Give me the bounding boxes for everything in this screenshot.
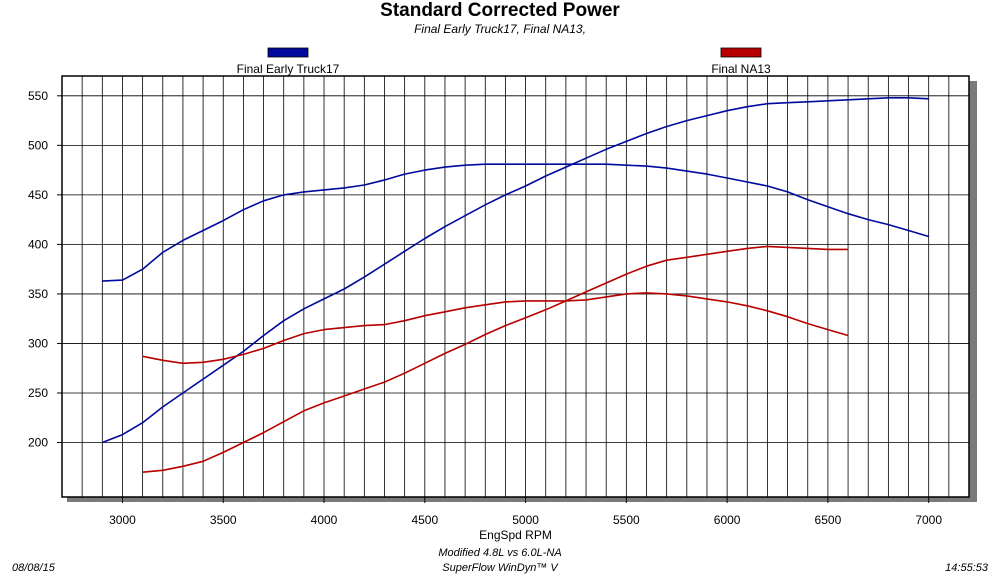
x-tick-label: 5000 xyxy=(512,513,539,527)
y-tick-label: 400 xyxy=(28,237,48,251)
series-line-1-2 xyxy=(102,97,929,444)
y-tick-label: 450 xyxy=(28,188,48,202)
plot-area xyxy=(61,75,970,498)
y-tick-label: 200 xyxy=(28,436,48,450)
x-tick-label: 7000 xyxy=(915,513,942,527)
chart-subtitle: Final Early Truck17, Final NA13, xyxy=(414,22,586,36)
legend-swatch xyxy=(720,47,762,58)
axis-ticks: 200 250 300 350 400 450 500 550 3000 3500 4000 4500… xyxy=(28,89,942,527)
footer-date: 08/08/15 xyxy=(12,562,55,574)
grid xyxy=(62,76,969,497)
x-tick-label: 5500 xyxy=(613,513,640,527)
y-tick-label: 300 xyxy=(28,336,48,350)
x-tick-label: 6500 xyxy=(815,513,842,527)
x-tick-label: 6000 xyxy=(714,513,741,527)
legend-label: Final NA13 xyxy=(711,62,771,76)
footer-description: Modified 4.8L vs 6.0L-NA xyxy=(438,547,562,559)
legend: Final Early Truck17 Final NA13 xyxy=(237,47,771,76)
series-line-1-1 xyxy=(102,163,929,282)
footer-time: 14:55:53 xyxy=(945,562,988,574)
series-line-2-2 xyxy=(142,245,849,473)
x-tick-label: 4500 xyxy=(411,513,438,527)
series-line-2-1 xyxy=(142,292,849,365)
chart-title: Standard Corrected Power xyxy=(380,0,620,21)
legend-swatch xyxy=(267,47,309,58)
y-tick-label: 350 xyxy=(28,287,48,301)
x-axis-label: EngSpd RPM xyxy=(479,528,552,542)
x-tick-label: 3000 xyxy=(109,513,136,527)
y-tick-label: 250 xyxy=(28,386,48,400)
x-tick-label: 4000 xyxy=(311,513,338,527)
legend-label: Final Early Truck17 xyxy=(237,62,340,76)
footer-software: SuperFlow WinDyn™ V xyxy=(442,562,558,574)
y-tick-label: 550 xyxy=(28,89,48,103)
y-tick-label: 500 xyxy=(28,138,48,152)
series-lines xyxy=(102,97,929,473)
x-tick-label: 3500 xyxy=(210,513,237,527)
